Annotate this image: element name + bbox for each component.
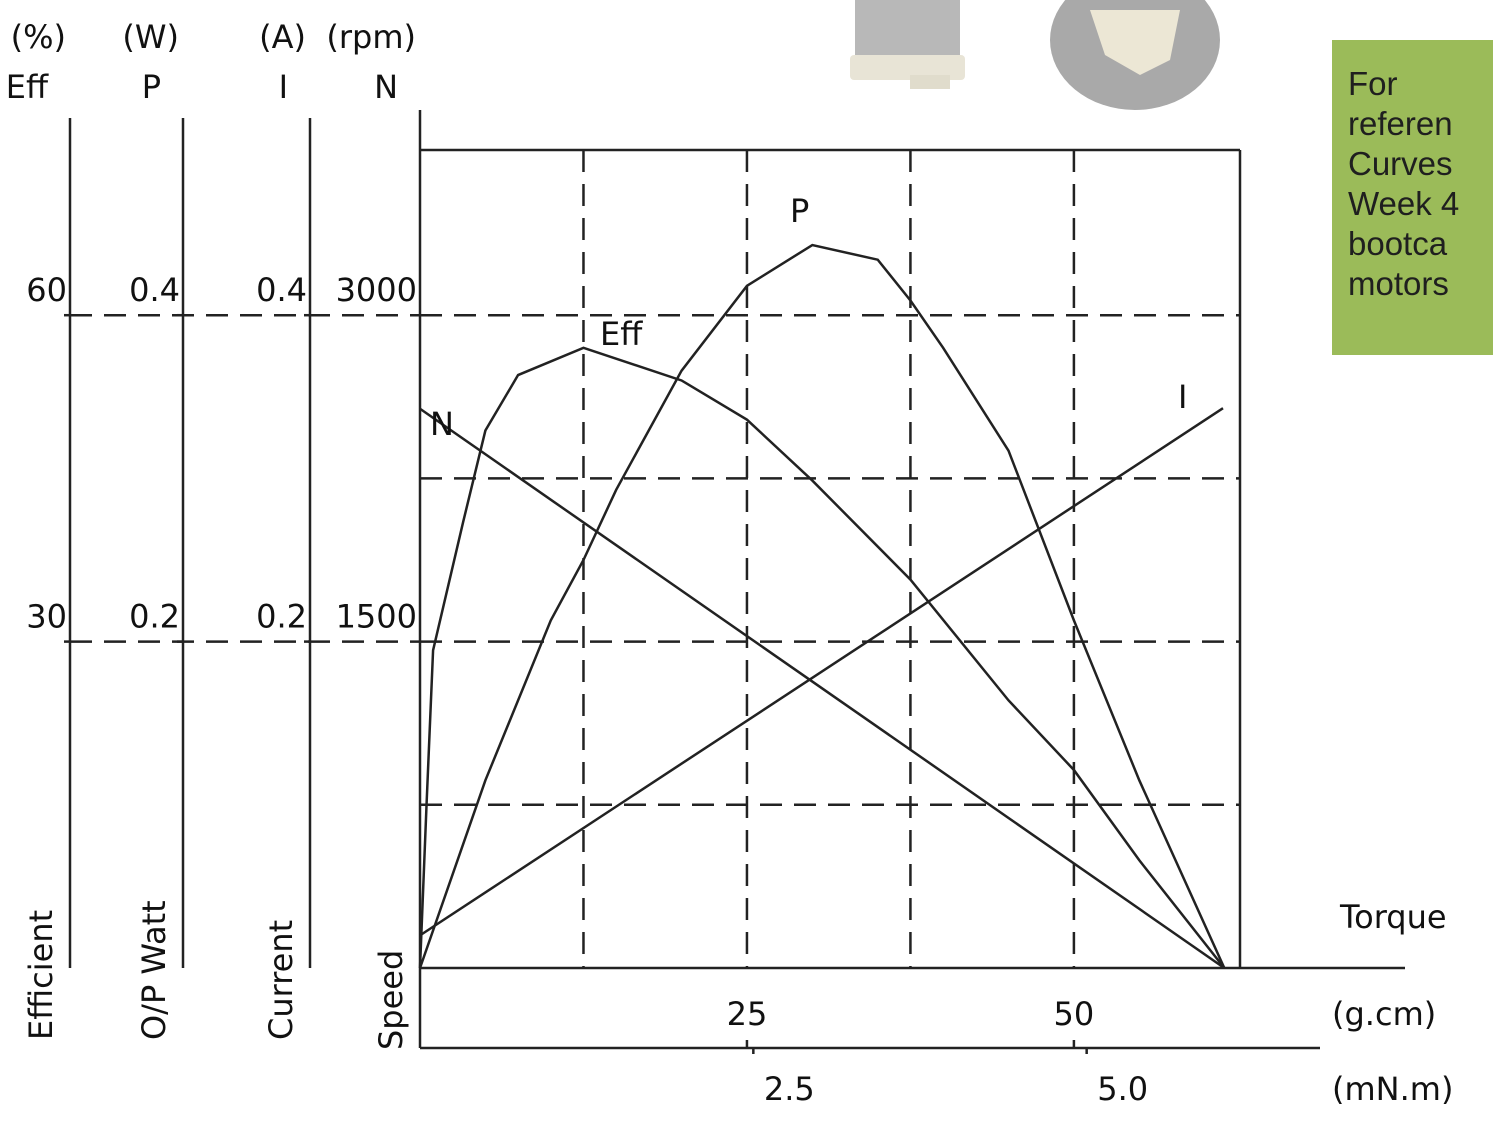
x-unit: (g.cm) — [1332, 995, 1436, 1033]
note-line: Curves — [1348, 144, 1493, 184]
page: (%) Eff Efficient 30 60 (W) P O/P Watt 0.2 0.4 (A)… — [0, 0, 1493, 1124]
series-line — [420, 409, 1224, 968]
axis-unit: (A) — [259, 18, 306, 56]
y-tick-label: 60 — [26, 271, 67, 309]
y-tick-label: 3000 — [336, 271, 417, 309]
axis-symbol: I — [279, 68, 288, 106]
axis-title: Speed — [372, 950, 410, 1050]
note-line: referen — [1348, 104, 1493, 144]
y-tick-label: 0.2 — [256, 598, 307, 636]
x2-tick-label: 5.0 — [1097, 1070, 1148, 1108]
note-line: Week 4 — [1348, 184, 1493, 224]
series-line — [420, 408, 1223, 935]
y-tick-label: 0.4 — [129, 271, 180, 309]
series-label: P — [790, 192, 809, 230]
axis-symbol: Eff — [6, 68, 49, 106]
x-title: Torque — [1339, 898, 1447, 936]
note-line: motors — [1348, 264, 1493, 304]
series-label: I — [1178, 378, 1187, 416]
chart: (%) Eff Efficient 30 60 (W) P O/P Watt 0.2 0.4 (A)… — [0, 0, 1493, 1124]
series-label: N — [430, 405, 454, 443]
axis-unit: (%) — [11, 18, 66, 56]
series-label: Eff — [600, 315, 643, 353]
motor-photos — [850, 0, 1220, 110]
axis-unit: (rpm) — [326, 18, 416, 56]
y-tick-label: 0.4 — [256, 271, 307, 309]
series-line — [420, 348, 1224, 968]
series-line — [420, 245, 1224, 968]
axis-title: O/P Watt — [135, 900, 173, 1040]
axis-symbol: P — [142, 68, 161, 106]
axis-title: Current — [262, 920, 300, 1040]
axis-symbol: N — [374, 68, 398, 106]
y-tick-label: 30 — [26, 598, 67, 636]
y-tick-label: 1500 — [336, 598, 417, 636]
x2-unit: (mN.m) — [1332, 1070, 1453, 1108]
axis-title: Efficient — [22, 910, 60, 1040]
axis-unit: (W) — [122, 18, 179, 56]
x-tick-label: 25 — [727, 995, 768, 1033]
note-line: bootca — [1348, 224, 1493, 264]
note-line: For — [1348, 64, 1493, 104]
x2-tick-label: 2.5 — [764, 1070, 815, 1108]
y-tick-label: 0.2 — [129, 598, 180, 636]
x-tick-label: 50 — [1054, 995, 1095, 1033]
